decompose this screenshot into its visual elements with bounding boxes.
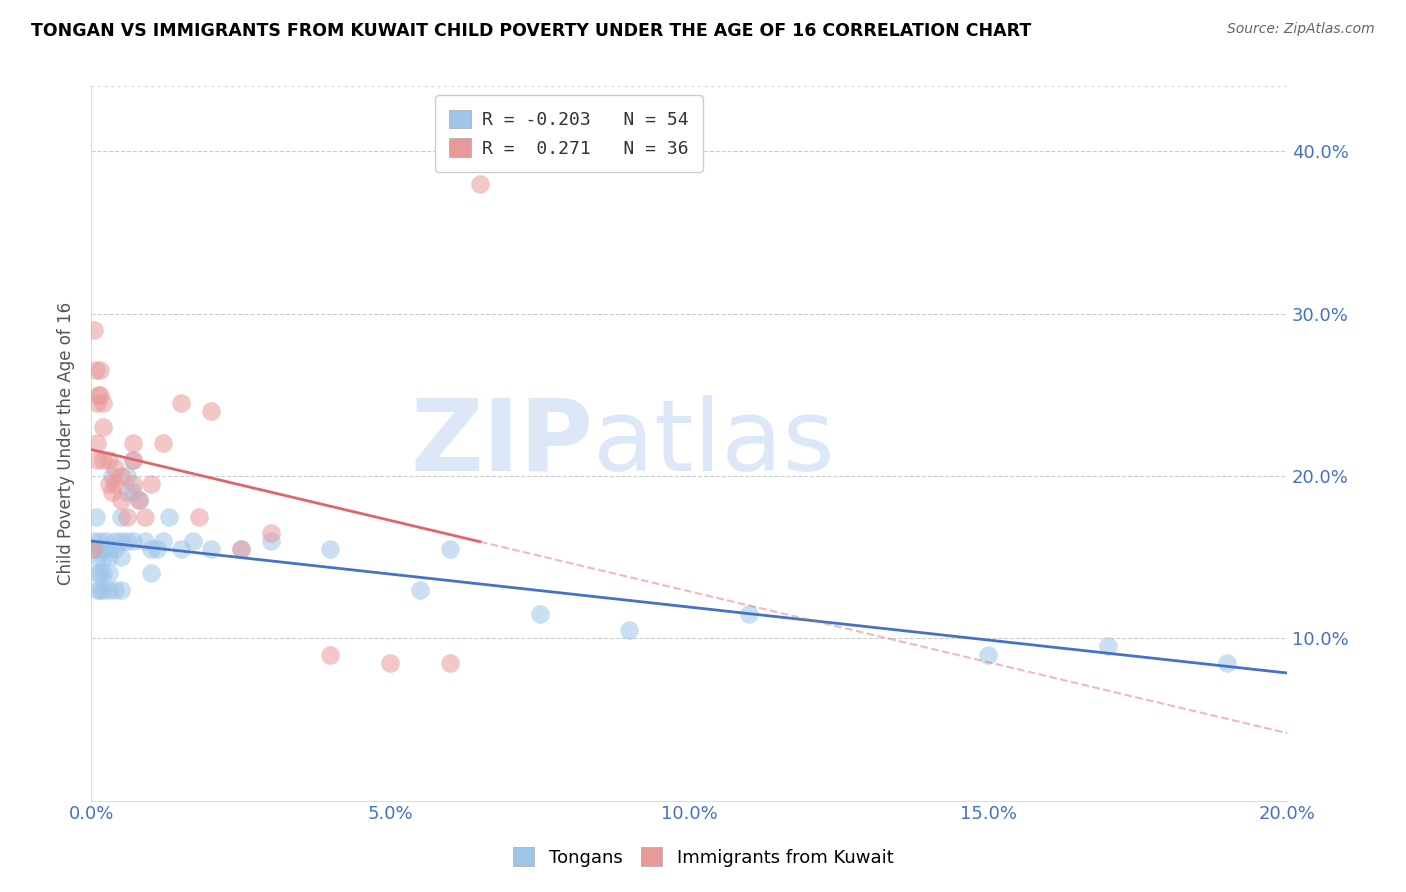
Point xyxy=(91,582,114,597)
Point xyxy=(738,607,761,621)
Point xyxy=(89,582,111,597)
Text: Source: ZipAtlas.com: Source: ZipAtlas.com xyxy=(1227,22,1375,37)
Point xyxy=(134,533,156,548)
Point xyxy=(104,533,127,548)
Text: TONGAN VS IMMIGRANTS FROM KUWAIT CHILD POVERTY UNDER THE AGE OF 16 CORRELATION C: TONGAN VS IMMIGRANTS FROM KUWAIT CHILD P… xyxy=(31,22,1031,40)
Point xyxy=(319,541,342,556)
Point xyxy=(122,452,145,467)
Point xyxy=(110,533,132,548)
Point xyxy=(101,485,124,500)
Point xyxy=(91,452,114,467)
Point xyxy=(104,541,127,556)
Point xyxy=(98,550,121,565)
Point xyxy=(98,477,121,491)
Point xyxy=(91,550,114,565)
Point xyxy=(122,477,145,491)
Point xyxy=(468,177,491,191)
Point xyxy=(89,363,111,377)
Point xyxy=(122,485,145,500)
Point xyxy=(89,533,111,548)
Point xyxy=(139,566,162,581)
Point xyxy=(529,607,551,621)
Point xyxy=(104,582,127,597)
Point xyxy=(86,550,108,565)
Point xyxy=(91,566,114,581)
Point xyxy=(115,469,138,483)
Point xyxy=(115,533,138,548)
Legend: R = -0.203   N = 54, R =  0.271   N = 36: R = -0.203 N = 54, R = 0.271 N = 36 xyxy=(434,95,703,172)
Point xyxy=(82,541,104,556)
Point xyxy=(87,388,110,402)
Point xyxy=(122,452,145,467)
Point xyxy=(98,541,121,556)
Point xyxy=(1097,640,1119,654)
Point xyxy=(378,656,401,670)
Point xyxy=(619,623,641,637)
Point xyxy=(89,566,111,581)
Point xyxy=(110,469,132,483)
Point xyxy=(128,493,150,508)
Point xyxy=(977,648,1000,662)
Point xyxy=(187,509,209,524)
Point xyxy=(98,452,121,467)
Point xyxy=(110,550,132,565)
Point xyxy=(110,582,132,597)
Point xyxy=(115,485,138,500)
Point xyxy=(87,541,110,556)
Point xyxy=(200,541,222,556)
Point xyxy=(409,582,432,597)
Point xyxy=(83,323,105,337)
Legend: Tongans, Immigrants from Kuwait: Tongans, Immigrants from Kuwait xyxy=(505,840,901,874)
Point xyxy=(139,477,162,491)
Point xyxy=(259,533,281,548)
Point xyxy=(86,452,108,467)
Point xyxy=(91,420,114,434)
Point xyxy=(146,541,169,556)
Point xyxy=(84,363,107,377)
Point xyxy=(86,436,108,450)
Point xyxy=(86,566,108,581)
Point xyxy=(229,541,252,556)
Point xyxy=(152,436,174,450)
Point xyxy=(110,493,132,508)
Point xyxy=(94,533,117,548)
Point xyxy=(91,396,114,410)
Point xyxy=(122,533,145,548)
Point xyxy=(101,469,124,483)
Point xyxy=(122,436,145,450)
Point xyxy=(104,477,127,491)
Point xyxy=(115,509,138,524)
Point xyxy=(157,509,180,524)
Point xyxy=(319,648,342,662)
Text: atlas: atlas xyxy=(593,395,835,492)
Point xyxy=(181,533,204,548)
Point xyxy=(152,533,174,548)
Point xyxy=(110,509,132,524)
Point xyxy=(134,509,156,524)
Point xyxy=(83,533,105,548)
Point xyxy=(1216,656,1239,670)
Point xyxy=(98,582,121,597)
Point xyxy=(86,396,108,410)
Point xyxy=(439,656,461,670)
Point xyxy=(91,541,114,556)
Point xyxy=(104,460,127,475)
Point xyxy=(86,582,108,597)
Text: ZIP: ZIP xyxy=(411,395,593,492)
Point xyxy=(259,525,281,540)
Y-axis label: Child Poverty Under the Age of 16: Child Poverty Under the Age of 16 xyxy=(58,301,75,585)
Point xyxy=(128,493,150,508)
Point xyxy=(439,541,461,556)
Point xyxy=(170,541,193,556)
Point xyxy=(89,388,111,402)
Point xyxy=(139,541,162,556)
Point xyxy=(229,541,252,556)
Point xyxy=(98,566,121,581)
Point xyxy=(84,509,107,524)
Point xyxy=(170,396,193,410)
Point xyxy=(200,404,222,418)
Point xyxy=(83,541,105,556)
